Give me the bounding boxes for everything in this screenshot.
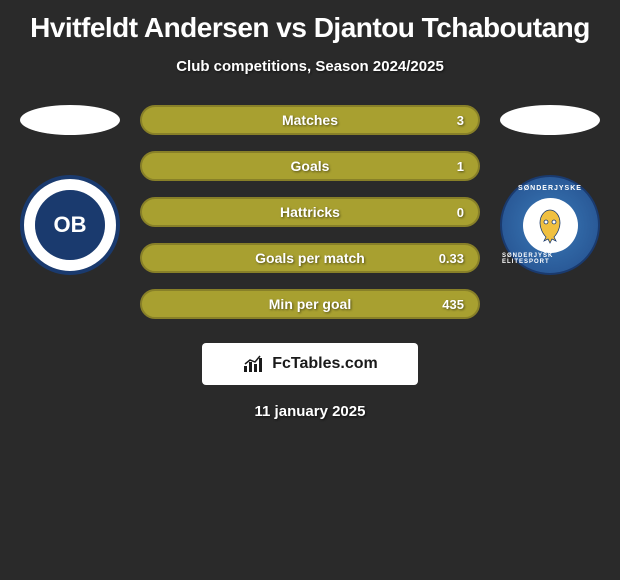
chart-icon [242,354,266,374]
stat-label: Matches [282,112,338,128]
page-title: Hvitfeldt Andersen vs Djantou Tchaboutan… [0,0,620,44]
branding-box[interactable]: FcTables.com [202,343,418,385]
stat-value: 1 [457,159,464,174]
stats-column: Matches 3 Goals 1 Hattricks 0 Goals per … [140,105,480,319]
comparison-container: Hvitfeldt Andersen vs Djantou Tchaboutan… [0,0,620,580]
branding-text: FcTables.com [272,355,378,373]
stat-row-matches: Matches 3 [140,105,480,135]
season-subtitle: Club competitions, Season 2024/2025 [0,58,620,75]
right-club-inner [523,198,578,253]
stat-label: Goals [291,158,330,174]
stat-label: Goals per match [255,250,365,266]
stat-row-goals: Goals 1 [140,151,480,181]
main-area: OB Matches 3 Goals 1 Hattricks 0 Goals p… [0,105,620,319]
right-club-ring-bottom: SØNDERJYSK ELITESPORT [502,253,598,265]
left-club-text: OB [35,190,105,260]
left-player-column: OB [20,105,120,275]
right-club-badge[interactable]: SØNDERJYSKE SØNDERJYSK ELITESPORT [500,175,600,275]
right-club-ring-top: SØNDERJYSKE [518,185,582,192]
stat-value: 435 [442,297,464,312]
date-text: 11 january 2025 [0,403,620,420]
stat-label: Min per goal [269,296,351,312]
stat-row-hattricks: Hattricks 0 [140,197,480,227]
left-player-ellipse [20,105,120,135]
stat-label: Hattricks [280,204,340,220]
stat-row-goals-per-match: Goals per match 0.33 [140,243,480,273]
stat-value: 0 [457,205,464,220]
stat-value: 3 [457,113,464,128]
stat-row-min-per-goal: Min per goal 435 [140,289,480,319]
stat-value: 0.33 [439,251,464,266]
left-club-badge[interactable]: OB [20,175,120,275]
right-player-column: SØNDERJYSKE SØNDERJYSK ELITESPORT [500,105,600,275]
right-player-ellipse [500,105,600,135]
lion-icon [530,205,570,245]
